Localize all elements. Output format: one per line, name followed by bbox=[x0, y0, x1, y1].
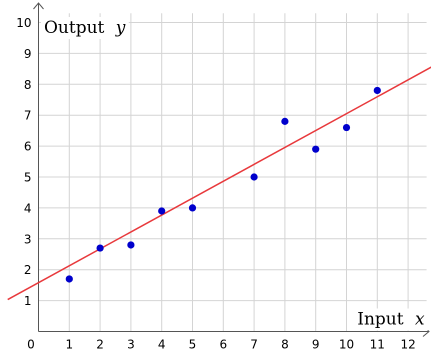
data-point bbox=[65, 275, 73, 283]
y-tick-label: 3 bbox=[24, 232, 32, 246]
grid bbox=[38, 13, 427, 332]
y-tick-label: 8 bbox=[24, 78, 32, 92]
y-tick-label: 5 bbox=[24, 171, 32, 185]
y-axis-arrowhead bbox=[33, 2, 44, 10]
x-axis-title-text: Input bbox=[357, 310, 403, 330]
data-point bbox=[96, 244, 104, 252]
x-tick-label: 5 bbox=[189, 338, 197, 349]
x-axis-title: Input x bbox=[357, 310, 425, 330]
y-tick-label: 6 bbox=[24, 140, 32, 154]
data-point bbox=[281, 117, 289, 125]
data-point bbox=[127, 241, 135, 249]
y-tick-label: 7 bbox=[24, 109, 32, 123]
x-tick-label: 9 bbox=[312, 338, 320, 349]
y-tick-label: 4 bbox=[24, 201, 32, 215]
x-tick-label: 4 bbox=[158, 338, 166, 349]
x-tick-label: 3 bbox=[127, 338, 135, 349]
y-axis-title-variable: y bbox=[115, 18, 126, 38]
trend-line-group bbox=[7, 66, 431, 301]
data-point bbox=[342, 123, 351, 132]
x-tick-label: 1 bbox=[65, 338, 73, 349]
data-point bbox=[373, 86, 381, 95]
y-axis-title-background bbox=[41, 17, 129, 39]
data-points bbox=[65, 86, 381, 283]
y-axis-title-text: Output bbox=[44, 18, 105, 38]
x-tick-label: 0 bbox=[27, 338, 35, 349]
y-tick-label: 2 bbox=[24, 263, 32, 277]
x-tick-label: 2 bbox=[96, 338, 104, 349]
y-axis-title: Output y bbox=[44, 18, 126, 38]
x-tick-label: 11 bbox=[370, 338, 385, 349]
y-tick-label: 1 bbox=[24, 294, 32, 308]
x-tick-label: 7 bbox=[250, 338, 258, 349]
data-point bbox=[250, 173, 258, 181]
y-tick-label: 9 bbox=[24, 47, 32, 61]
data-point bbox=[188, 204, 197, 212]
x-tick-label: 8 bbox=[281, 338, 289, 349]
data-point bbox=[158, 207, 166, 215]
x-axis-title-variable: x bbox=[415, 310, 425, 330]
x-tick-label: 12 bbox=[400, 338, 415, 349]
x-tick-label: 10 bbox=[339, 338, 354, 349]
x-tick-label: 6 bbox=[219, 338, 227, 349]
data-point bbox=[312, 145, 320, 153]
x-axis-title-background bbox=[354, 308, 428, 331]
y-tick-label: 10 bbox=[16, 16, 31, 30]
trend-line bbox=[7, 66, 431, 301]
